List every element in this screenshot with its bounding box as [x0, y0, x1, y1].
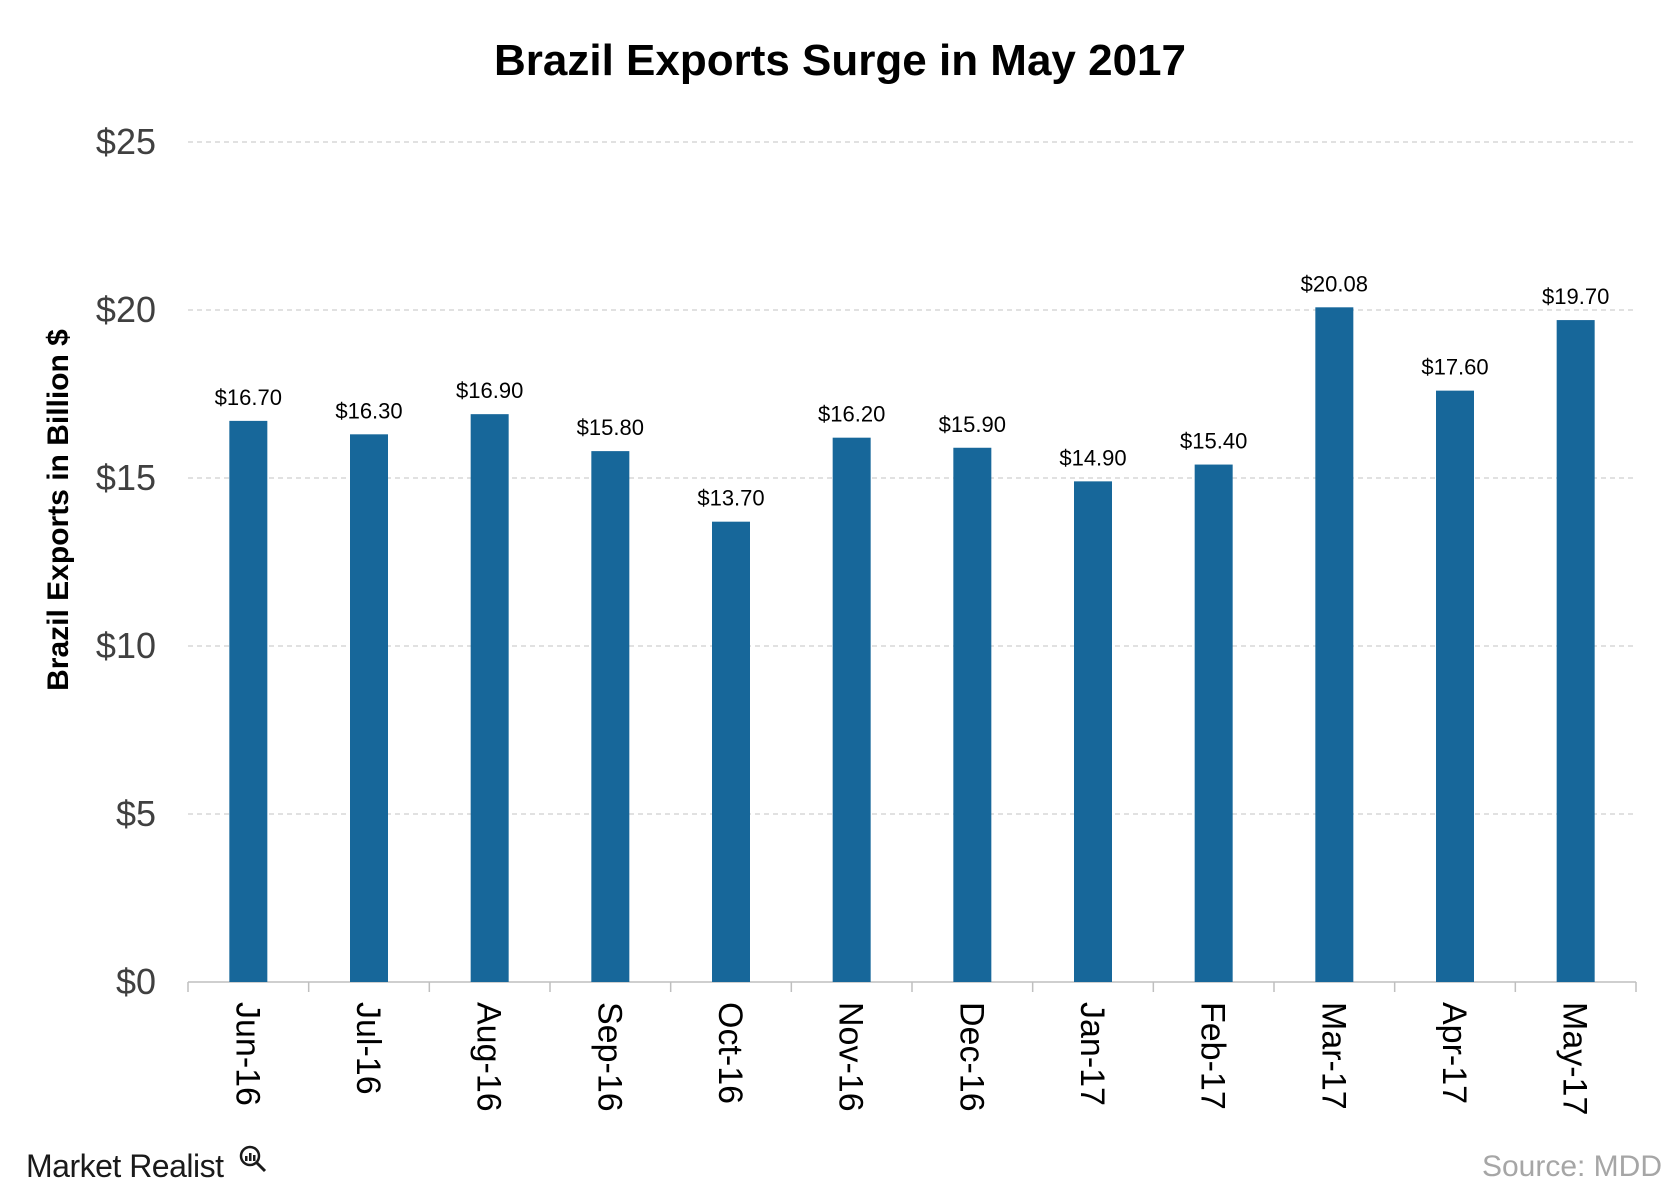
x-tick-label: Feb-17	[1194, 1002, 1232, 1110]
chart-title: Brazil Exports Surge in May 2017	[493, 36, 1187, 85]
data-labels: $16.70 $16.30 $16.90 $15.80 $13.70 $16.20 $15.…	[215, 271, 1610, 510]
x-tick-label: May-17	[1556, 1002, 1594, 1115]
source-note: Source: MDD	[1481, 1150, 1662, 1183]
data-label: $16.20	[818, 402, 885, 427]
x-tick-label: Nov-16	[832, 1002, 870, 1112]
bar	[350, 434, 388, 982]
x-tick-labels: Jun-16 Jul-16 Aug-16 Sep-16 Oct-16 Nov-16 Dec-…	[228, 1002, 1593, 1115]
x-tick-label: Dec-16	[952, 1002, 990, 1112]
bar	[591, 451, 630, 982]
data-label: $20.08	[1301, 271, 1368, 296]
bar	[1194, 464, 1233, 982]
y-tick-labels: $0 $5 $10 $15 $20 $25	[96, 121, 156, 1002]
y-axis-label: Brazil Exports in Billion $	[42, 329, 75, 691]
x-tick-label: Jun-16	[228, 1002, 266, 1106]
magnifier-chart-icon	[239, 1145, 267, 1173]
x-tick-label: Jan-17	[1073, 1002, 1111, 1106]
data-label: $16.30	[335, 398, 402, 423]
brand-logo-text: Market Realist	[26, 1148, 224, 1184]
bar	[1556, 320, 1595, 983]
x-tick-label: Mar-17	[1314, 1002, 1352, 1110]
x-tick-label: Apr-17	[1435, 1002, 1473, 1104]
data-label: $16.90	[456, 378, 523, 403]
data-label: $15.80	[577, 415, 644, 440]
bar	[470, 414, 509, 982]
bar	[1436, 390, 1474, 982]
y-tick-label: $10	[96, 625, 156, 666]
x-tick-label: Sep-16	[590, 1002, 628, 1112]
y-tick-label: $20	[96, 289, 156, 330]
data-label: $14.90	[1059, 445, 1126, 470]
bars	[229, 307, 1595, 983]
data-label: $16.70	[215, 385, 282, 410]
y-tick-label: $25	[96, 121, 156, 162]
bar	[832, 437, 871, 982]
gridlines	[188, 141, 1636, 815]
bar	[1315, 307, 1354, 982]
x-tick-label: Jul-16	[349, 1002, 387, 1095]
bar	[229, 420, 268, 982]
data-label: $17.60	[1421, 355, 1488, 380]
x-tick-label: Oct-16	[711, 1002, 749, 1104]
data-label: $15.40	[1180, 429, 1247, 454]
bar	[953, 447, 992, 982]
data-label: $13.70	[697, 486, 764, 511]
y-tick-label: $5	[116, 793, 156, 834]
bar	[1074, 481, 1112, 982]
y-tick-label: $0	[116, 961, 156, 1002]
bar	[712, 521, 750, 982]
y-tick-label: $15	[96, 457, 156, 498]
data-label: $19.70	[1542, 284, 1609, 309]
x-tick-label: Aug-16	[470, 1002, 508, 1112]
axes	[187, 981, 1637, 992]
data-label: $15.90	[939, 412, 1006, 437]
